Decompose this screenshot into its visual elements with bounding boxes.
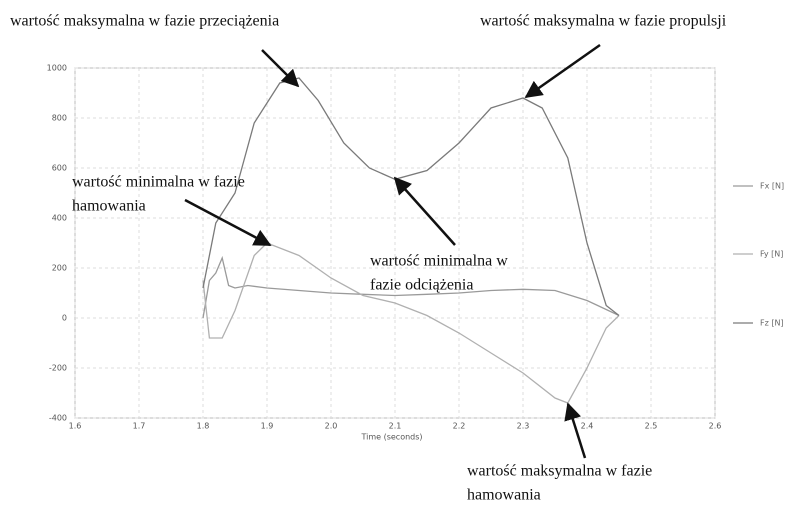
series-line [202,255,620,319]
x-tick-label: 1.8 [197,422,210,431]
y-tick-label: 0 [62,314,67,323]
y-tick-label: 400 [52,214,67,223]
legend-label: Fz [N] [760,319,784,328]
y-tick-label: 1000 [47,64,67,73]
annotation-arrow [261,49,300,88]
x-tick-label: 1.9 [261,422,274,431]
x-tick-label: 2.0 [325,422,338,431]
x-tick-label: 2.1 [389,422,402,431]
annotation-arrow [393,176,456,246]
annotation: wartość maksymalna w fazie [467,463,652,480]
x-tick-label: 2.3 [517,422,530,431]
annotation: hamowania [72,198,146,215]
legend-label: Fx [N] [760,182,784,191]
y-tick-label: -400 [49,414,67,423]
y-tick-label: 800 [52,114,67,123]
x-tick-label: 1.6 [69,422,82,431]
annotation: wartość minimalna w fazie [72,174,245,191]
x-tick-label: 2.5 [645,422,658,431]
y-tick-label: 600 [52,164,67,173]
x-tick-label: 2.6 [709,422,722,431]
annotation-arrow [524,43,601,99]
annotation: wartość maksymalna w fazie przeciążenia [10,13,279,30]
annotation: fazie odciążenia [370,277,473,294]
annotation-arrow [184,198,272,247]
annotation-arrow [564,402,587,459]
legend-label: Fy [N] [760,250,783,259]
y-tick-label: 200 [52,264,67,273]
annotation: hamowania [467,487,541,504]
x-tick-label: 2.2 [453,422,466,431]
x-tick-label: 2.4 [581,422,594,431]
annotation: wartość minimalna w [370,253,508,270]
annotation: wartość maksymalna w fazie propulsji [480,13,727,30]
y-tick-label: -200 [49,364,67,373]
x-axis-label: Time (seconds) [360,433,422,442]
x-tick-label: 1.7 [133,422,146,431]
